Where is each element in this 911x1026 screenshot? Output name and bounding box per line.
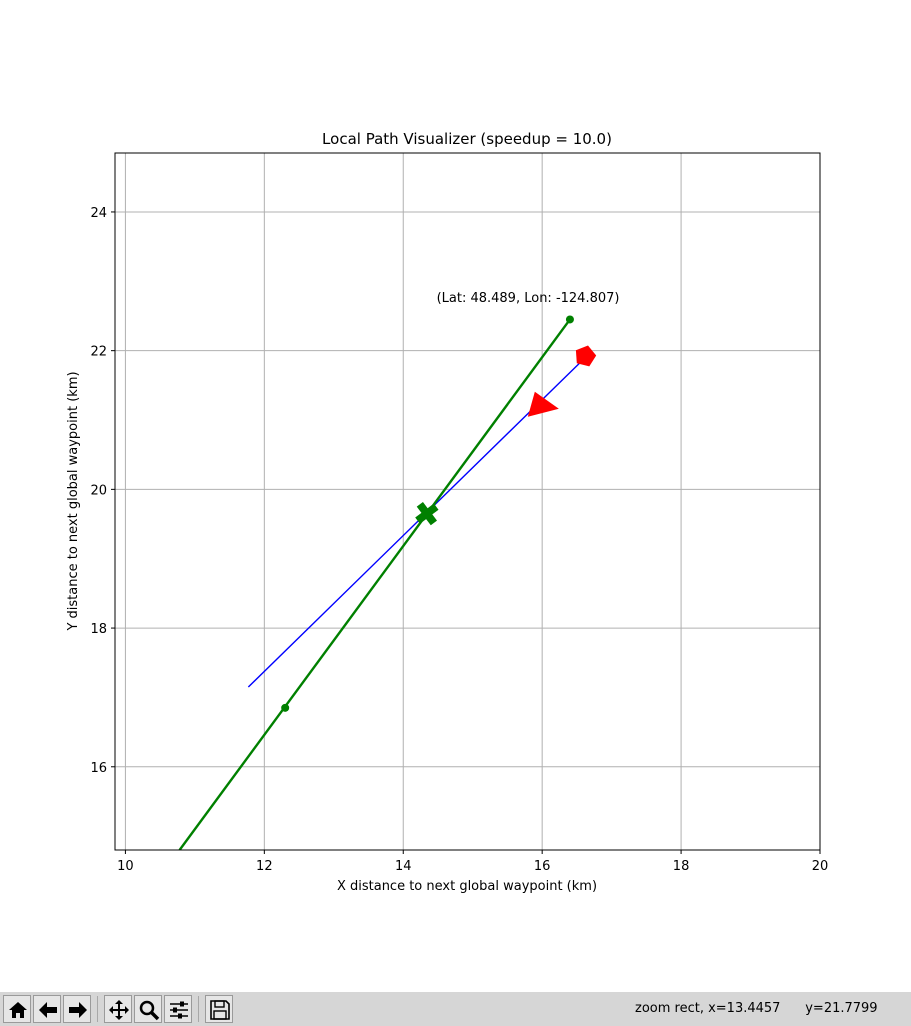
chart: Local Path Visualizer (speedup = 10.0) 1… [66, 130, 828, 894]
home-icon [9, 1002, 27, 1018]
magnifier-icon [139, 1000, 160, 1021]
waypoint-dot [281, 703, 290, 712]
chart-title: Local Path Visualizer (speedup = 10.0) [322, 130, 612, 148]
x-tick-label: 12 [256, 859, 273, 874]
forward-button[interactable] [63, 995, 91, 1023]
toolbar-separator [198, 996, 199, 1022]
save-icon [210, 1000, 230, 1020]
move-icon [109, 1000, 129, 1020]
green-path-line [178, 318, 571, 850]
y-tick-label: 16 [90, 761, 107, 776]
x-tick-label: 18 [673, 859, 690, 874]
triangle-marker [527, 391, 559, 417]
save-button[interactable] [205, 995, 233, 1023]
annotation: (Lat: 48.489, Lon: -124.807) [437, 291, 620, 306]
arrow-right-icon [69, 1002, 87, 1018]
home-button[interactable] [3, 995, 31, 1023]
x-tick-label: 14 [395, 859, 412, 874]
x-axis-label: X distance to next global waypoint (km) [337, 879, 597, 894]
y-tick-label: 24 [90, 206, 107, 221]
y-tick-label: 20 [90, 483, 107, 498]
grid [115, 153, 821, 850]
toolbar: zoom rect, x=13.4457 y=21.7799 [0, 992, 911, 1026]
arrow-left-icon [39, 1002, 57, 1018]
pan-button[interactable] [104, 995, 132, 1023]
sliders-icon [170, 1001, 188, 1019]
series-layer [178, 315, 597, 850]
y-tick-label: 22 [90, 345, 107, 360]
x-tick-label: 16 [534, 859, 551, 874]
y-axis-label: Y distance to next global waypoint (km) [66, 371, 81, 631]
y-tick-label: 18 [90, 622, 107, 637]
x-marker [415, 501, 439, 526]
waypoint-dot [565, 315, 574, 324]
pentagon-marker [575, 345, 597, 367]
x-tick-label: 20 [812, 859, 829, 874]
status-readout: zoom rect, x=13.4457 y=21.7799 [635, 1001, 878, 1016]
ticks: 10 12 14 16 18 20 16 18 20 22 24 [90, 206, 828, 874]
configure-button[interactable] [164, 995, 192, 1023]
x-tick-label: 10 [117, 859, 134, 874]
back-button[interactable] [33, 995, 61, 1023]
zoom-button[interactable] [134, 995, 162, 1023]
plot-frame [114, 152, 821, 851]
toolbar-separator [97, 996, 98, 1022]
